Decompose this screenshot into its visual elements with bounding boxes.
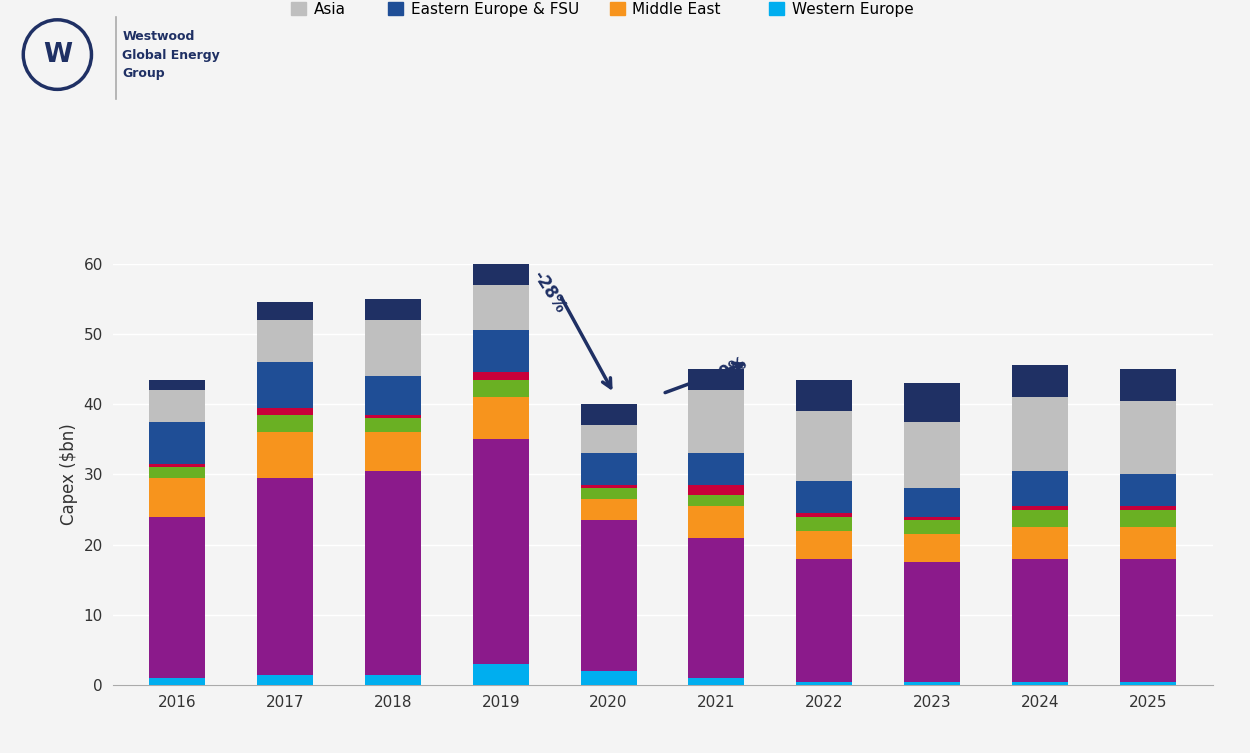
Bar xyxy=(149,422,205,464)
Bar xyxy=(1120,474,1176,506)
Bar xyxy=(1120,369,1176,401)
Bar xyxy=(580,489,636,499)
Bar xyxy=(689,390,745,453)
Bar xyxy=(149,464,205,468)
Bar xyxy=(1120,510,1176,527)
Bar xyxy=(904,422,960,489)
Bar xyxy=(365,418,421,432)
Bar xyxy=(472,331,529,373)
Bar xyxy=(149,468,205,478)
Bar xyxy=(1013,506,1068,510)
Bar xyxy=(904,520,960,534)
Bar xyxy=(365,376,421,415)
Bar xyxy=(472,380,529,397)
Bar xyxy=(149,390,205,422)
Bar xyxy=(796,531,852,559)
Bar xyxy=(904,517,960,520)
Bar xyxy=(689,538,745,678)
Bar xyxy=(796,681,852,685)
Bar xyxy=(1013,510,1068,527)
Bar xyxy=(258,415,312,432)
Bar xyxy=(365,432,421,471)
Bar xyxy=(365,471,421,675)
Bar xyxy=(1013,365,1068,397)
Bar xyxy=(149,678,205,685)
Bar xyxy=(365,320,421,376)
Bar xyxy=(1120,681,1176,685)
Bar xyxy=(1013,559,1068,681)
Text: Westwood
Global Energy
Group: Westwood Global Energy Group xyxy=(122,30,220,80)
Bar xyxy=(580,404,636,425)
Bar xyxy=(796,517,852,531)
Bar xyxy=(580,453,636,485)
Bar xyxy=(149,380,205,390)
Bar xyxy=(472,373,529,380)
Bar xyxy=(796,559,852,681)
Bar xyxy=(472,249,529,285)
Bar xyxy=(904,489,960,517)
Bar xyxy=(1013,397,1068,471)
Bar xyxy=(580,485,636,489)
Bar xyxy=(689,495,745,506)
Text: +10%: +10% xyxy=(694,354,750,394)
Bar xyxy=(796,411,852,481)
Bar xyxy=(689,485,745,495)
Bar xyxy=(472,285,529,331)
Bar xyxy=(258,432,312,478)
Bar xyxy=(1120,506,1176,510)
Y-axis label: Capex ($bn): Capex ($bn) xyxy=(60,423,78,526)
Bar xyxy=(580,520,636,671)
Bar xyxy=(472,439,529,664)
Bar xyxy=(1013,681,1068,685)
Bar xyxy=(689,678,745,685)
Bar xyxy=(904,562,960,681)
Bar xyxy=(149,517,205,678)
Bar xyxy=(689,506,745,538)
Bar xyxy=(1013,527,1068,559)
Bar xyxy=(258,302,312,320)
Bar xyxy=(1013,471,1068,506)
Bar xyxy=(472,664,529,685)
Bar xyxy=(796,513,852,517)
Legend: Africa, Asia, Australasia, Eastern Europe & FSU, Latin America, Middle East, Nor: Africa, Asia, Australasia, Eastern Europ… xyxy=(291,0,914,17)
Text: W: W xyxy=(42,41,72,68)
Text: -28%: -28% xyxy=(529,268,570,317)
Bar xyxy=(258,478,312,675)
Bar xyxy=(149,478,205,517)
Bar xyxy=(258,675,312,685)
Bar xyxy=(472,397,529,439)
Bar xyxy=(258,320,312,362)
Bar xyxy=(365,299,421,320)
Bar xyxy=(796,481,852,513)
Bar xyxy=(258,362,312,407)
Bar xyxy=(365,415,421,418)
Bar xyxy=(904,534,960,562)
Bar xyxy=(580,499,636,520)
Bar xyxy=(796,380,852,411)
Bar xyxy=(689,369,745,390)
Bar xyxy=(689,453,745,485)
Bar xyxy=(580,671,636,685)
Bar xyxy=(580,425,636,453)
Bar xyxy=(1120,401,1176,474)
Bar xyxy=(1120,559,1176,681)
Bar xyxy=(904,681,960,685)
Bar xyxy=(904,383,960,422)
Bar xyxy=(365,675,421,685)
Bar xyxy=(1120,527,1176,559)
Bar xyxy=(258,407,312,415)
